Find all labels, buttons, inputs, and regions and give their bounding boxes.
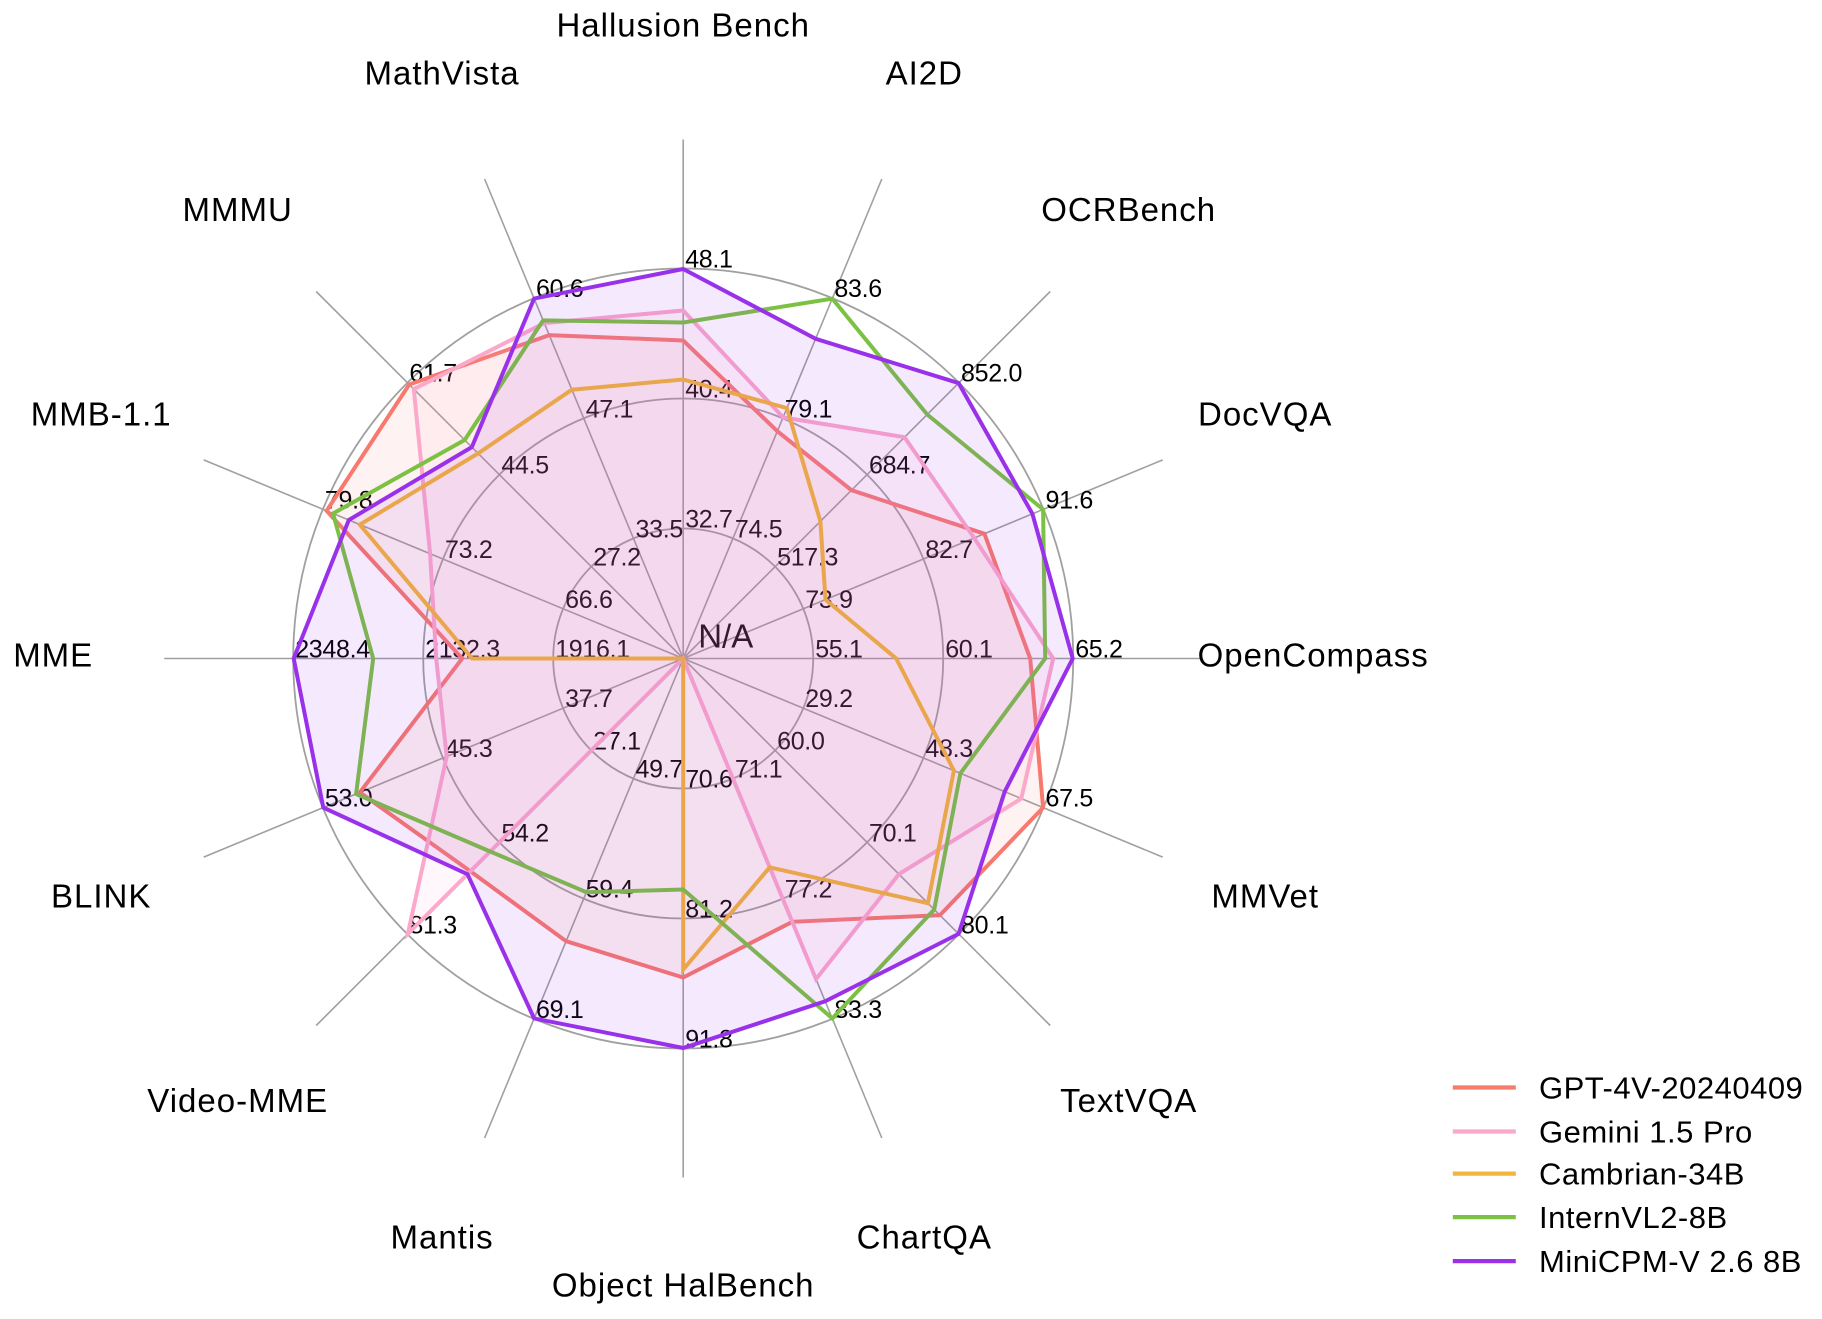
svg-text:70.1: 70.1 [869,819,916,847]
svg-text:49.7: 49.7 [636,756,683,784]
svg-text:ChartQA: ChartQA [857,1219,992,1256]
svg-text:Hallusion Bench: Hallusion Bench [556,7,809,44]
svg-text:InternVL2-8B: InternVL2-8B [1539,1200,1728,1235]
svg-text:55.1: 55.1 [815,636,862,664]
svg-text:DocVQA: DocVQA [1198,395,1332,432]
svg-text:27.2: 27.2 [593,544,640,572]
svg-text:29.2: 29.2 [805,685,852,713]
svg-text:91.6: 91.6 [1046,486,1093,514]
svg-text:37.7: 37.7 [565,685,612,713]
svg-text:MathVista: MathVista [365,55,520,92]
svg-text:BLINK: BLINK [51,878,151,915]
svg-text:73.9: 73.9 [805,586,852,614]
svg-text:Gemini 1.5 Pro: Gemini 1.5 Pro [1539,1115,1753,1150]
svg-text:32.7: 32.7 [685,506,732,534]
svg-text:Video-MME: Video-MME [147,1082,328,1119]
svg-text:MiniCPM-V 2.6 8B: MiniCPM-V 2.6 8B [1539,1244,1802,1279]
svg-text:73.2: 73.2 [445,536,492,564]
svg-text:60.1: 60.1 [945,636,992,664]
svg-text:47.1: 47.1 [586,395,633,423]
svg-text:70.6: 70.6 [685,766,732,794]
svg-text:80.1: 80.1 [961,911,1008,939]
svg-text:OpenCompass: OpenCompass [1198,637,1429,674]
svg-text:71.1: 71.1 [735,756,782,784]
svg-text:48.1: 48.1 [685,246,732,274]
svg-text:MMVet: MMVet [1211,878,1319,915]
svg-text:852.0: 852.0 [961,360,1022,388]
svg-text:MMB-1.1: MMB-1.1 [31,395,172,432]
svg-text:45.3: 45.3 [445,735,492,763]
svg-text:GPT-4V-20240409: GPT-4V-20240409 [1539,1071,1803,1106]
svg-text:65.2: 65.2 [1075,636,1122,664]
svg-text:74.5: 74.5 [735,515,782,543]
svg-text:44.5: 44.5 [501,452,548,480]
svg-text:82.7: 82.7 [925,536,972,564]
svg-text:517.3: 517.3 [777,544,838,572]
svg-text:TextVQA: TextVQA [1060,1082,1197,1119]
svg-text:Object HalBench: Object HalBench [552,1267,815,1304]
svg-text:2348.4: 2348.4 [295,636,370,664]
svg-text:67.5: 67.5 [1046,785,1093,813]
svg-text:Cambrian-34B: Cambrian-34B [1539,1157,1745,1192]
svg-text:AI2D: AI2D [886,55,963,92]
svg-text:MME: MME [13,637,93,674]
svg-text:83.6: 83.6 [834,275,881,303]
svg-text:33.5: 33.5 [636,515,683,543]
svg-text:60.0: 60.0 [777,727,824,755]
svg-text:66.6: 66.6 [565,586,612,614]
svg-text:Mantis: Mantis [390,1219,493,1256]
svg-text:OCRBench: OCRBench [1041,191,1216,228]
svg-text:MMMU: MMMU [183,191,293,228]
svg-text:N/A: N/A [698,618,753,655]
